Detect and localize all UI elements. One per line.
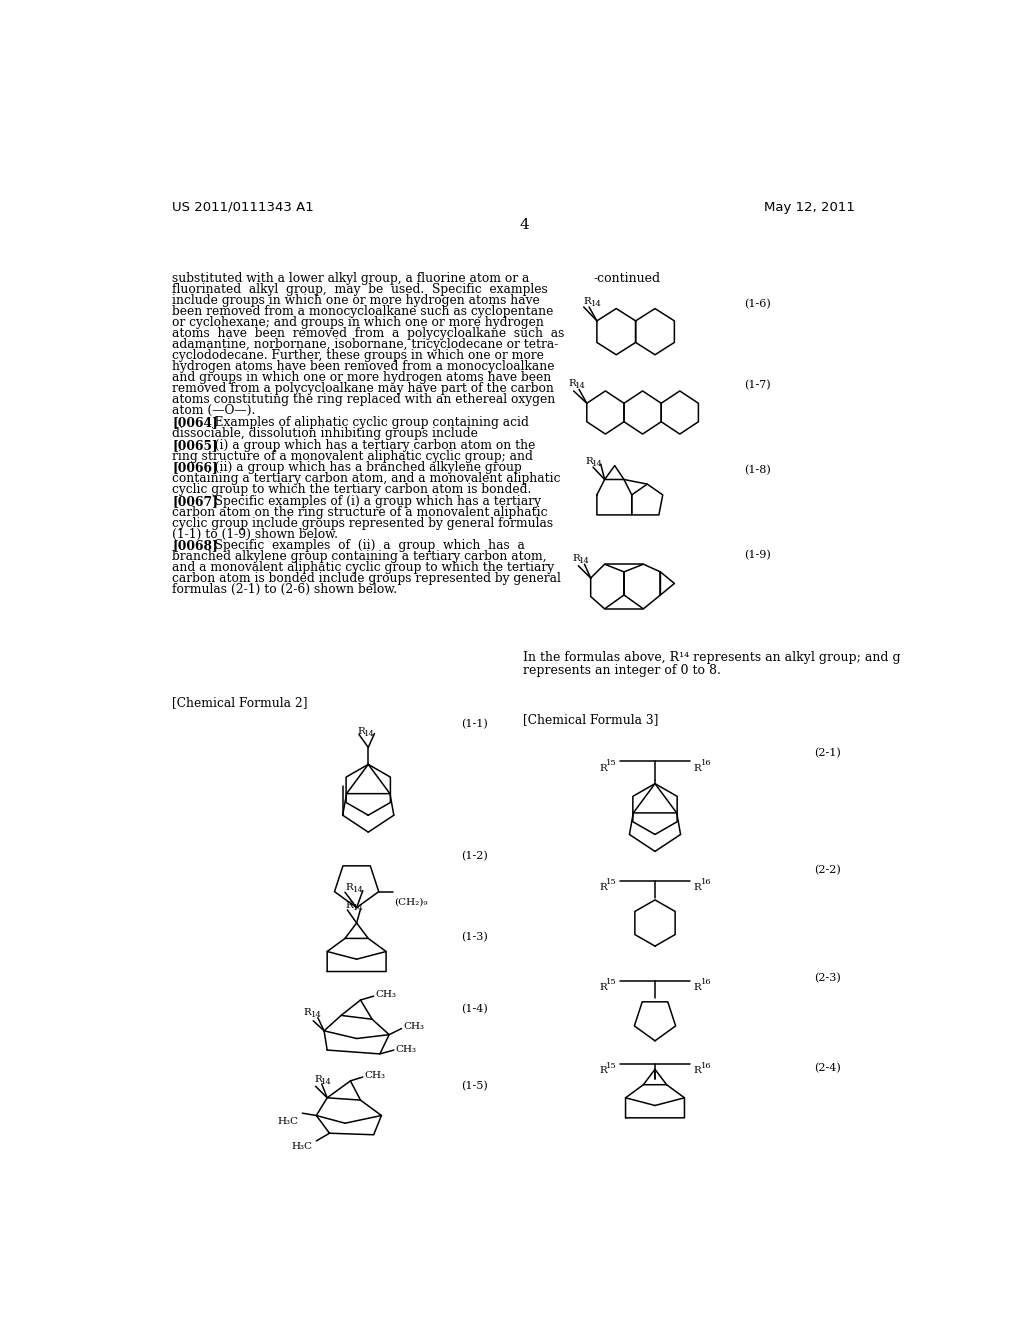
Text: 4: 4 [520, 218, 529, 232]
Text: 14: 14 [591, 300, 601, 308]
Text: R: R [693, 983, 701, 993]
Text: (1-9): (1-9) [744, 549, 771, 560]
Text: atom (—O—).: atom (—O—). [172, 404, 256, 417]
Text: CH₃: CH₃ [375, 990, 396, 999]
Text: (2-2): (2-2) [814, 866, 841, 875]
Text: R: R [599, 763, 607, 772]
Text: (i) a group which has a tertiary carbon atom on the: (i) a group which has a tertiary carbon … [203, 438, 536, 451]
Text: [0067]: [0067] [172, 495, 218, 508]
Text: CH₃: CH₃ [395, 1044, 417, 1053]
Text: 15: 15 [606, 1061, 616, 1069]
Text: 14: 14 [352, 904, 364, 912]
Text: (1-5): (1-5) [461, 1081, 488, 1092]
Text: ring structure of a monovalent aliphatic cyclic group; and: ring structure of a monovalent aliphatic… [172, 450, 534, 462]
Text: hydrogen atoms have been removed from a monocycloalkane: hydrogen atoms have been removed from a … [172, 360, 555, 372]
Text: 16: 16 [700, 759, 712, 767]
Text: 16: 16 [700, 978, 712, 986]
Text: (1-2): (1-2) [461, 851, 488, 862]
Text: CH₃: CH₃ [403, 1022, 424, 1031]
Text: Specific  examples  of  (ii)  a  group  which  has  a: Specific examples of (ii) a group which … [203, 540, 525, 552]
Text: (1-1): (1-1) [461, 719, 488, 729]
Text: R: R [584, 297, 592, 306]
Text: branched alkylene group containing a tertiary carbon atom,: branched alkylene group containing a ter… [172, 550, 547, 564]
Text: 16: 16 [700, 878, 712, 886]
Text: 15: 15 [606, 978, 616, 986]
Text: and groups in which one or more hydrogen atoms have been: and groups in which one or more hydrogen… [172, 371, 552, 384]
Text: (1-1) to (1-9) shown below.: (1-1) to (1-9) shown below. [172, 528, 338, 541]
Text: R: R [346, 900, 353, 909]
Text: R: R [357, 726, 366, 735]
Text: and a monovalent aliphatic cyclic group to which the tertiary: and a monovalent aliphatic cyclic group … [172, 561, 554, 574]
Text: adamantine, norbornane, isobornane, tricyclodecane or tetra-: adamantine, norbornane, isobornane, tric… [172, 338, 558, 351]
Text: -continued: -continued [593, 272, 660, 285]
Text: 14: 14 [352, 886, 364, 894]
Text: include groups in which one or more hydrogen atoms have: include groups in which one or more hydr… [172, 294, 540, 308]
Text: dissociable, dissolution inhibiting groups include: dissociable, dissolution inhibiting grou… [172, 426, 478, 440]
Text: CH₃: CH₃ [365, 1071, 385, 1080]
Text: fluorinated  alkyl  group,  may  be  used.  Specific  examples: fluorinated alkyl group, may be used. Sp… [172, 284, 548, 296]
Text: [0064]: [0064] [172, 416, 218, 429]
Text: R: R [346, 883, 353, 892]
Text: R: R [568, 379, 575, 388]
Text: 14: 14 [579, 557, 590, 565]
Text: 15: 15 [606, 878, 616, 886]
Text: 14: 14 [321, 1077, 332, 1086]
Text: US 2011/0111343 A1: US 2011/0111343 A1 [172, 201, 314, 214]
Text: (1-6): (1-6) [744, 300, 771, 310]
Text: H₃C: H₃C [292, 1143, 312, 1151]
Text: [Chemical Formula 2]: [Chemical Formula 2] [172, 696, 307, 709]
Text: 14: 14 [592, 461, 603, 469]
Text: R: R [693, 883, 701, 892]
Text: R: R [572, 554, 580, 564]
Text: [0066]: [0066] [172, 461, 218, 474]
Text: [0065]: [0065] [172, 438, 218, 451]
Text: cyclic group to which the tertiary carbon atom is bonded.: cyclic group to which the tertiary carbo… [172, 483, 531, 496]
Text: (1-8): (1-8) [744, 465, 771, 475]
Text: R: R [693, 763, 701, 772]
Text: R: R [599, 1067, 607, 1076]
Text: R: R [586, 457, 593, 466]
Text: cyclododecane. Further, these groups in which one or more: cyclododecane. Further, these groups in … [172, 348, 544, 362]
Text: 14: 14 [575, 383, 586, 391]
Text: (1-4): (1-4) [461, 1003, 488, 1014]
Text: R: R [693, 1067, 701, 1076]
Text: (ii) a group which has a branched alkylene group: (ii) a group which has a branched alkyle… [203, 461, 522, 474]
Text: R: R [304, 1007, 311, 1016]
Text: [Chemical Formula 3]: [Chemical Formula 3] [523, 713, 658, 726]
Text: R: R [314, 1074, 322, 1084]
Text: Examples of aliphatic cyclic group containing acid: Examples of aliphatic cyclic group conta… [203, 416, 529, 429]
Text: (CH₂)₉: (CH₂)₉ [394, 898, 428, 906]
Text: represents an integer of 0 to 8.: represents an integer of 0 to 8. [523, 664, 721, 677]
Text: [0068]: [0068] [172, 540, 218, 552]
Text: (2-1): (2-1) [814, 747, 841, 758]
Text: May 12, 2011: May 12, 2011 [764, 201, 854, 214]
Text: substituted with a lower alkyl group, a fluorine atom or a: substituted with a lower alkyl group, a … [172, 272, 529, 285]
Text: Specific examples of (i) a group which has a tertiary: Specific examples of (i) a group which h… [203, 495, 541, 508]
Text: H₃C: H₃C [278, 1117, 299, 1126]
Text: In the formulas above, R¹⁴ represents an alkyl group; and g: In the formulas above, R¹⁴ represents an… [523, 651, 901, 664]
Text: R: R [599, 883, 607, 892]
Text: containing a tertiary carbon atom, and a monovalent aliphatic: containing a tertiary carbon atom, and a… [172, 473, 561, 486]
Text: carbon atom is bonded include groups represented by general: carbon atom is bonded include groups rep… [172, 572, 561, 585]
Text: (1-3): (1-3) [461, 932, 488, 942]
Text: (2-4): (2-4) [814, 1063, 841, 1073]
Text: formulas (2-1) to (2-6) shown below.: formulas (2-1) to (2-6) shown below. [172, 583, 397, 597]
Text: 16: 16 [700, 1061, 712, 1069]
Text: removed from a polycycloalkane may have part of the carbon: removed from a polycycloalkane may have … [172, 381, 554, 395]
Text: 15: 15 [606, 759, 616, 767]
Text: (2-3): (2-3) [814, 973, 841, 983]
Text: atoms constituting the ring replaced with an ethereal oxygen: atoms constituting the ring replaced wit… [172, 392, 555, 405]
Text: 14: 14 [365, 730, 375, 738]
Text: R: R [599, 983, 607, 993]
Text: carbon atom on the ring structure of a monovalent aliphatic: carbon atom on the ring structure of a m… [172, 506, 548, 519]
Text: or cyclohexane; and groups in which one or more hydrogen: or cyclohexane; and groups in which one … [172, 315, 544, 329]
Text: 14: 14 [311, 1011, 322, 1019]
Text: (1-7): (1-7) [744, 380, 771, 391]
Text: been removed from a monocycloalkane such as cyclopentane: been removed from a monocycloalkane such… [172, 305, 554, 318]
Text: cyclic group include groups represented by general formulas: cyclic group include groups represented … [172, 516, 553, 529]
Text: atoms  have  been  removed  from  a  polycycloalkane  such  as: atoms have been removed from a polycyclo… [172, 327, 564, 341]
